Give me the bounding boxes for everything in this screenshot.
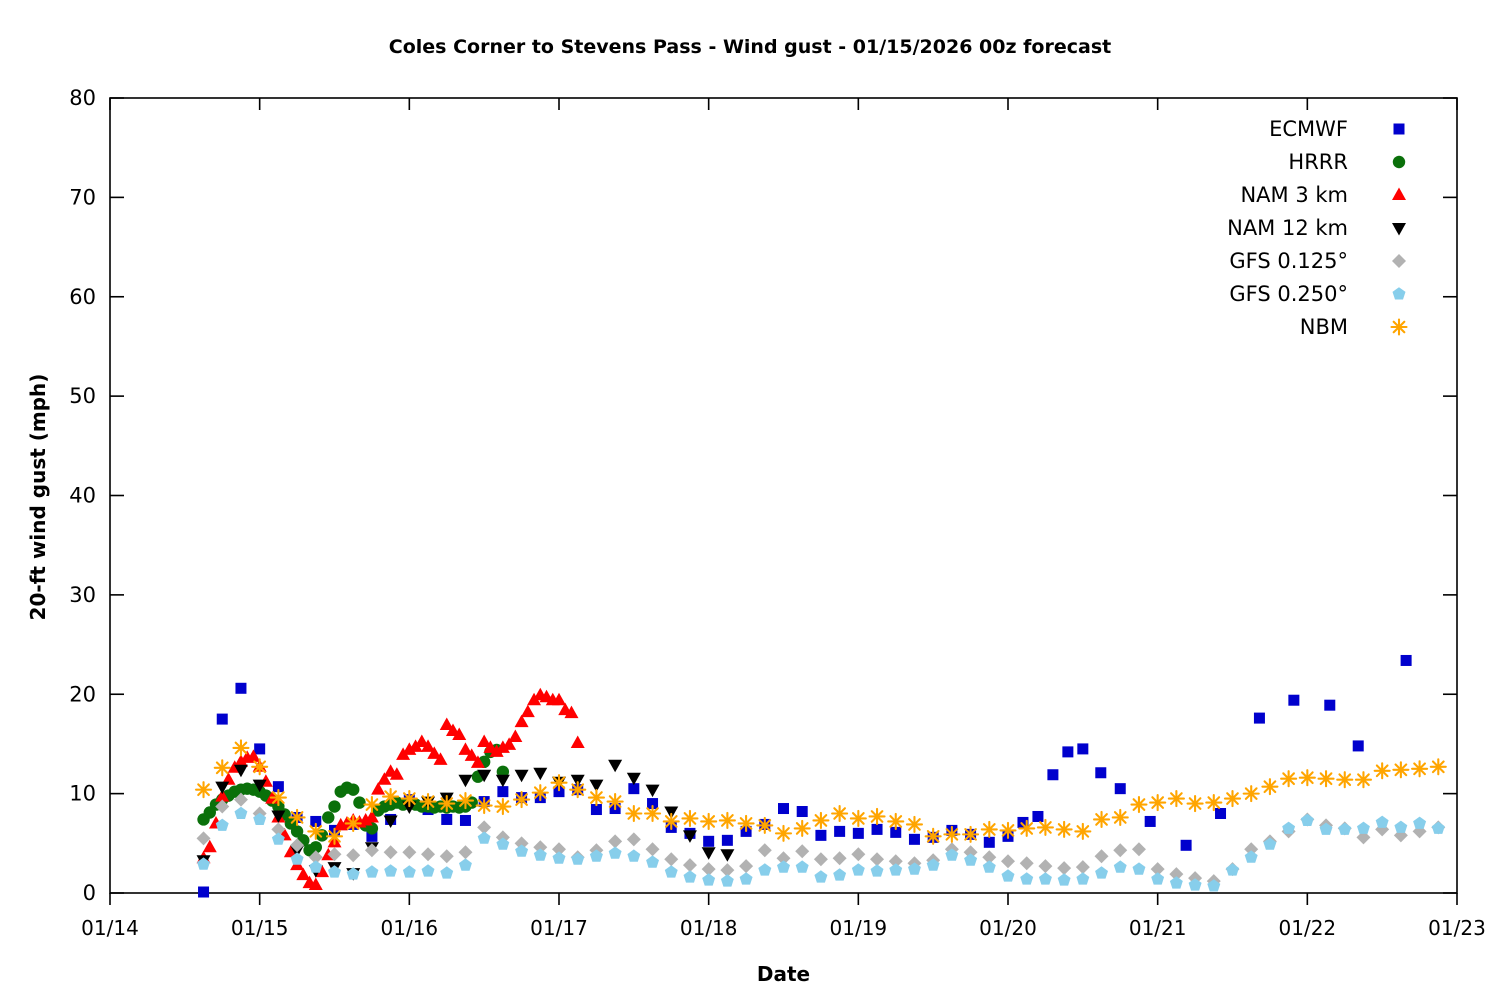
y-tick-label: 50 xyxy=(69,384,96,408)
svg-text:ECMWF: ECMWF xyxy=(1269,117,1348,141)
series-gfs-0-250- xyxy=(197,806,1445,892)
y-tick-label: 40 xyxy=(69,484,96,508)
x-tick-label: 01/23 xyxy=(1428,916,1486,940)
legend-item-nbm: NBM xyxy=(1300,315,1408,339)
svg-text:NBM: NBM xyxy=(1300,315,1348,339)
y-tick-label: 60 xyxy=(69,285,96,309)
y-tick-label: 80 xyxy=(69,86,96,110)
y-tick-label: 20 xyxy=(69,682,96,706)
svg-text:GFS 0.125°: GFS 0.125° xyxy=(1229,249,1348,273)
svg-text:NAM 12 km: NAM 12 km xyxy=(1227,216,1348,240)
legend-item-gfs-0-250-: GFS 0.250° xyxy=(1229,282,1406,306)
legend-item-ecmwf: ECMWF xyxy=(1269,117,1405,141)
x-axis-label: Date xyxy=(756,962,811,986)
legend-item-gfs-0-125-: GFS 0.125° xyxy=(1229,249,1406,273)
y-tick-label: 30 xyxy=(69,583,96,607)
legend: ECMWF HRRR NAM 3 km NAM 12 km GFS 0.125° GFS … xyxy=(1227,117,1408,339)
x-tick-label: 01/18 xyxy=(680,916,738,940)
x-tick-label: 01/19 xyxy=(830,916,888,940)
chart-title: Coles Corner to Stevens Pass - Wind gust… xyxy=(388,36,1112,58)
series-ecmwf xyxy=(198,654,1412,898)
y-tick-label: 70 xyxy=(69,185,96,209)
svg-text:NAM 3 km: NAM 3 km xyxy=(1240,183,1348,207)
x-tick-label: 01/14 xyxy=(81,916,139,940)
legend-item-nam-3-km: NAM 3 km xyxy=(1240,183,1406,207)
x-tick-label: 01/21 xyxy=(1129,916,1187,940)
legend-item-hrrr: HRRR xyxy=(1288,150,1406,174)
x-tick-label: 01/16 xyxy=(381,916,439,940)
svg-text:HRRR: HRRR xyxy=(1288,150,1348,174)
legend-item-nam-12-km: NAM 12 km xyxy=(1227,216,1406,240)
x-tick-label: 01/22 xyxy=(1279,916,1337,940)
y-axis-label: 20-ft wind gust (mph) xyxy=(26,373,50,621)
series-nbm xyxy=(194,739,1447,845)
svg-text:GFS 0.250°: GFS 0.250° xyxy=(1229,282,1348,306)
y-tick-label: 10 xyxy=(69,782,96,806)
x-tick-label: 01/20 xyxy=(979,916,1037,940)
x-tick-label: 01/17 xyxy=(530,916,588,940)
x-tick-label: 01/15 xyxy=(231,916,289,940)
y-tick-label: 0 xyxy=(83,881,96,905)
